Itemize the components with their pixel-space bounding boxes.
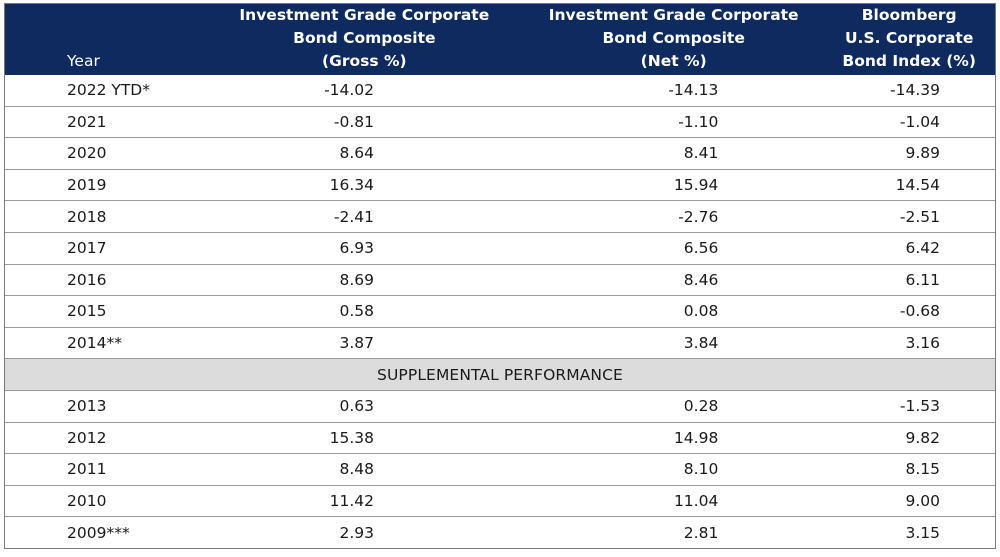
- table-row: 2016 8.69 8.46 6.11: [5, 263, 995, 296]
- net-return-cell: -2.76: [524, 200, 824, 233]
- gross-return-cell: 15.38: [204, 421, 525, 454]
- year-cell: 2020: [5, 137, 205, 170]
- gross-return-cell: 3.87: [204, 326, 525, 359]
- year-cell: 2017: [5, 231, 205, 265]
- gross-return-cell: -2.41: [204, 200, 525, 233]
- net-return-cell: 8.10: [524, 453, 824, 486]
- performance-table-container: Year Investment Grade Corporate Bond Com…: [4, 3, 996, 549]
- gross-return-cell: 8.48: [204, 453, 525, 486]
- net-return-cell: 0.28: [524, 389, 824, 423]
- table-body: 2022 YTD* -14.02 -14.13 -14.39 2021 -0.81 -1.1…: [5, 75, 995, 548]
- year-cell: 2018: [5, 200, 205, 233]
- year-cell: 2010: [5, 484, 205, 517]
- net-return-cell: 8.41: [524, 137, 824, 170]
- benchmark-return-cell: 9.89: [823, 137, 995, 170]
- benchmark-return-cell: -1.04: [823, 105, 995, 138]
- benchmark-return-cell: -14.39: [890, 81, 940, 100]
- gross-return-cell: -14.02: [324, 81, 375, 100]
- table-row: 2013 0.63 0.28 -1.53: [5, 389, 995, 423]
- year-cell: 2015: [5, 295, 205, 328]
- gross-return-cell: -0.81: [204, 105, 525, 138]
- year-cell: 2014**: [5, 326, 205, 359]
- section-row-supplemental: SUPPLEMENTAL PERFORMANCE: [5, 358, 995, 391]
- year-cell: 2021: [5, 105, 205, 138]
- benchmark-return-cell: 9.00: [823, 484, 995, 517]
- header-net: Investment Grade Corporate Bond Composit…: [524, 4, 824, 75]
- benchmark-return-cell: 3.15: [823, 516, 995, 548]
- header-gross: Investment Grade Corporate Bond Composit…: [204, 4, 525, 75]
- year-cell: 2009***: [5, 516, 205, 548]
- net-return-cell: 0.08: [524, 295, 824, 328]
- year-cell: 2016: [5, 263, 205, 296]
- gross-return-cell: 0.58: [204, 295, 525, 328]
- year-cell: 2019: [5, 168, 205, 201]
- benchmark-return-cell: -2.51: [823, 200, 995, 233]
- table-row: 2017 6.93 6.56 6.42: [5, 231, 995, 265]
- table-row: 2012 15.38 14.98 9.82: [5, 421, 995, 454]
- year-cell: 2022 YTD*: [67, 81, 150, 100]
- table-row: 2015 0.58 0.08 -0.68: [5, 295, 995, 328]
- header-row: Year Investment Grade Corporate Bond Com…: [5, 4, 995, 75]
- table-row: 2018 -2.41 -2.76 -2.51: [5, 200, 995, 233]
- net-return-cell: 8.46: [524, 263, 824, 296]
- net-return-cell: 15.94: [524, 168, 824, 201]
- section-label: SUPPLEMENTAL PERFORMANCE: [5, 358, 995, 391]
- net-return-cell: 14.98: [524, 421, 824, 454]
- gross-return-cell: 16.34: [204, 168, 525, 201]
- year-cell: 2012: [5, 421, 205, 454]
- benchmark-return-cell: -0.68: [823, 295, 995, 328]
- net-return-cell: -14.13: [668, 81, 719, 100]
- net-return-cell: 2.81: [524, 516, 824, 548]
- benchmark-return-cell: 8.15: [823, 453, 995, 486]
- year-cell: 2011: [5, 453, 205, 486]
- table-row: 2014** 3.87 3.84 3.16: [5, 326, 995, 359]
- header-year: Year: [5, 4, 205, 75]
- gross-return-cell: 0.63: [204, 389, 525, 423]
- performance-table: Year Investment Grade Corporate Bond Com…: [5, 4, 995, 548]
- year-cell: 2013: [5, 389, 205, 423]
- gross-return-cell: 8.64: [204, 137, 525, 170]
- gross-return-cell: 8.69: [204, 263, 525, 296]
- benchmark-return-cell: 14.54: [823, 168, 995, 201]
- gross-return-cell: 11.42: [204, 484, 525, 517]
- table-header: Year Investment Grade Corporate Bond Com…: [5, 4, 995, 75]
- gross-return-cell: 6.93: [204, 231, 525, 265]
- benchmark-return-cell: 6.42: [823, 231, 995, 265]
- benchmark-return-cell: 6.11: [823, 263, 995, 296]
- benchmark-return-cell: 9.82: [823, 421, 995, 454]
- table-row: 2010 11.42 11.04 9.00: [5, 484, 995, 517]
- table-row: 2009*** 2.93 2.81 3.15: [5, 516, 995, 548]
- net-return-cell: 11.04: [524, 484, 824, 517]
- net-return-cell: 3.84: [524, 326, 824, 359]
- table-row: 2011 8.48 8.10 8.15: [5, 453, 995, 486]
- table-row: 2021 -0.81 -1.10 -1.04: [5, 105, 995, 138]
- benchmark-return-cell: 3.16: [823, 326, 995, 359]
- table-row: 2019 16.34 15.94 14.54: [5, 168, 995, 201]
- benchmark-return-cell: -1.53: [823, 389, 995, 423]
- net-return-cell: -1.10: [524, 105, 824, 138]
- table-row: 2020 8.64 8.41 9.89: [5, 137, 995, 170]
- table-row: 2022 YTD* -14.02 -14.13 -14.39: [5, 75, 995, 106]
- gross-return-cell: 2.93: [204, 516, 525, 548]
- net-return-cell: 6.56: [524, 231, 824, 265]
- header-benchmark: Bloomberg U.S. Corporate Bond Index (%): [823, 4, 995, 75]
